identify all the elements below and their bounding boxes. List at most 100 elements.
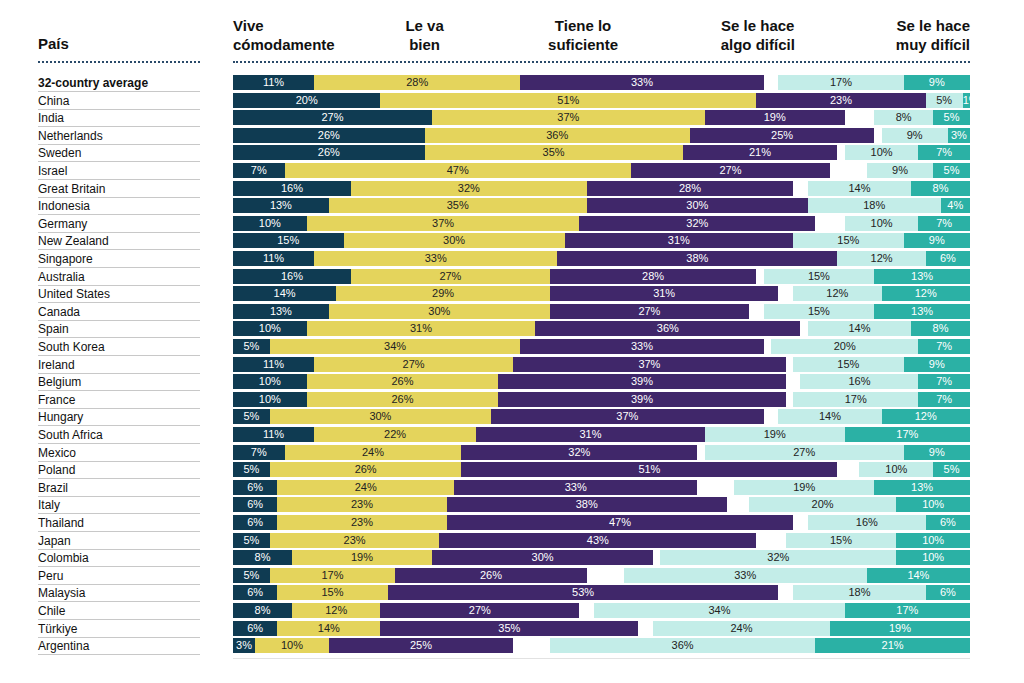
data-label: 8% [874, 110, 933, 125]
data-label: 8% [233, 550, 292, 565]
data-label: 13% [233, 304, 329, 319]
category-separator [38, 197, 200, 198]
data-label: 27% [233, 110, 432, 125]
data-label: 10% [233, 374, 307, 389]
category-label: France [38, 393, 75, 407]
data-label: 16% [233, 269, 351, 284]
data-label: 6% [926, 585, 970, 600]
data-label: 28% [314, 75, 520, 90]
data-label: 20% [749, 497, 896, 512]
data-label: 34% [270, 339, 521, 354]
data-label: 15% [793, 357, 904, 372]
data-label: 16% [800, 374, 918, 389]
category-label: Colombia [38, 551, 89, 565]
data-label: 33% [624, 568, 867, 583]
data-label: 3% [948, 128, 970, 143]
data-label: 15% [786, 533, 897, 548]
category-separator [38, 302, 200, 303]
data-label: 8% [911, 321, 970, 336]
data-label: 15% [793, 233, 904, 248]
data-label: 16% [808, 515, 926, 530]
data-label: 34% [594, 603, 845, 618]
data-label: 33% [520, 339, 763, 354]
data-label: 20% [233, 93, 380, 108]
data-label: 37% [513, 357, 786, 372]
data-label: 13% [874, 480, 970, 495]
data-label: 27% [380, 603, 579, 618]
data-label: 6% [233, 497, 277, 512]
data-label: 26% [233, 128, 425, 143]
data-label: 10% [233, 321, 307, 336]
category-separator [38, 549, 200, 550]
data-label: 9% [867, 163, 933, 178]
data-label: 6% [926, 515, 970, 530]
data-label: 17% [270, 568, 395, 583]
category-separator [38, 267, 200, 268]
data-label: 19% [830, 621, 970, 636]
data-label: 5% [926, 93, 963, 108]
category-label: Ireland [38, 358, 75, 372]
data-label: 31% [307, 321, 535, 336]
data-label: 27% [705, 445, 904, 460]
category-label: Chile [38, 604, 65, 618]
category-separator [38, 531, 200, 532]
category-separator [38, 637, 200, 638]
data-label: 5% [233, 533, 270, 548]
header-rule [233, 61, 970, 63]
data-label: 14% [233, 286, 336, 301]
data-label: 43% [439, 533, 756, 548]
data-label: 36% [535, 321, 800, 336]
category-separator [38, 320, 200, 321]
data-label: 9% [882, 128, 948, 143]
category-separator [38, 126, 200, 127]
category-separator [38, 584, 200, 585]
category-separator [38, 373, 200, 374]
data-label: 28% [587, 181, 793, 196]
data-label: 28% [550, 269, 756, 284]
data-label: 17% [793, 392, 918, 407]
category-separator [38, 478, 200, 479]
data-label: 10% [845, 145, 919, 160]
category-separator [38, 161, 200, 162]
data-label: 27% [351, 269, 550, 284]
data-label: 15% [764, 269, 875, 284]
category-separator [38, 179, 200, 180]
category-label: United States [38, 287, 110, 301]
data-label: 12% [882, 286, 970, 301]
category-label: Thailand [38, 516, 84, 530]
data-label: 14% [778, 409, 881, 424]
data-label: 30% [432, 550, 653, 565]
category-label: China [38, 94, 69, 108]
data-label: 47% [285, 163, 631, 178]
data-label: 23% [756, 93, 926, 108]
data-label: 11% [233, 251, 314, 266]
data-label: 23% [277, 497, 447, 512]
data-label: 6% [926, 251, 970, 266]
data-label: 5% [233, 339, 270, 354]
data-label: 11% [233, 75, 314, 90]
data-label: 12% [793, 286, 881, 301]
data-label: 5% [933, 462, 970, 477]
header-rule [38, 61, 200, 63]
category-separator [38, 285, 200, 286]
data-label: 22% [314, 427, 476, 442]
data-label: 31% [476, 427, 704, 442]
data-label: 31% [550, 286, 778, 301]
data-label: 38% [447, 497, 727, 512]
data-label: 36% [425, 128, 690, 143]
category-separator [38, 496, 200, 497]
data-label: 10% [896, 533, 970, 548]
data-label: 9% [904, 233, 970, 248]
category-label: Poland [38, 463, 75, 477]
data-label: 26% [233, 145, 425, 160]
data-label: 19% [705, 427, 845, 442]
data-label: 36% [550, 638, 815, 653]
data-label: 11% [233, 357, 314, 372]
category-separator [38, 355, 200, 356]
category-separator [38, 513, 200, 514]
data-label: 37% [491, 409, 764, 424]
data-label: 29% [336, 286, 550, 301]
data-label: 32% [579, 216, 815, 231]
category-label: Malaysia [38, 586, 85, 600]
data-label: 7% [918, 145, 970, 160]
